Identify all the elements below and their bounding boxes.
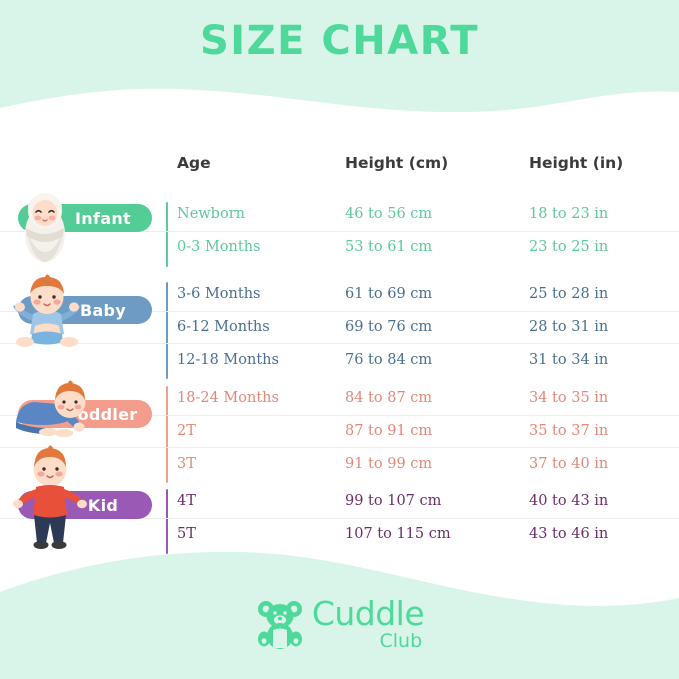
cell-age: 0-3 Months (177, 239, 261, 256)
table-row[interactable]: 2T 87 to 91 cm 35 to 37 in (0, 414, 679, 448)
cell-height-in: 40 to 43 in (529, 493, 609, 510)
table-row[interactable]: Newborn 46 to 56 cm 18 to 23 in (0, 198, 679, 231)
footer-wave-background (0, 551, 679, 679)
table-row[interactable]: 6-12 Months 69 to 76 cm 28 to 31 in (0, 310, 679, 344)
cell-height-cm: 84 to 87 cm (345, 390, 433, 407)
group-divider-infant (166, 202, 168, 267)
cell-height-in: 31 to 34 in (529, 351, 609, 368)
badge-label-kid: Kid (87, 495, 119, 515)
cell-height-cm: 91 to 99 cm (345, 455, 433, 472)
table-row[interactable]: 0-3 Months 53 to 61 cm 23 to 25 in (0, 230, 679, 264)
badge-label-toddler: Toddler (68, 404, 138, 424)
cell-height-cm: 99 to 107 cm (345, 493, 442, 510)
cell-age: 12-18 Months (177, 351, 279, 368)
badge-toddler[interactable]: Toddler (18, 400, 152, 428)
group-divider-baby (166, 282, 168, 379)
cell-height-in: 35 to 37 in (529, 423, 609, 440)
group-rows-baby: 3-6 Months 61 to 69 cm 25 to 28 in 6-12 … (0, 278, 679, 376)
cell-height-cm: 87 to 91 cm (345, 423, 433, 440)
cell-age: 2T (177, 423, 196, 440)
cell-height-cm: 76 to 84 cm (345, 351, 433, 368)
table-row[interactable]: 5T 107 to 115 cm 43 to 46 in (0, 517, 679, 551)
cell-age: 18-24 Months (177, 390, 279, 407)
header-wave-background (0, 0, 679, 113)
badge-label-infant: Infant (75, 208, 131, 228)
badge-label-baby: Baby (79, 300, 127, 320)
column-header-height-in: Height (in) (529, 154, 624, 172)
cell-height-cm: 61 to 69 cm (345, 286, 433, 303)
group-rows-kid: 4T 99 to 107 cm 40 to 43 in 5T 107 to 11… (0, 485, 679, 550)
teddy-bear-icon (257, 601, 302, 649)
brand-logo: Cuddle Club (0, 597, 679, 651)
table-row[interactable]: 3-6 Months 61 to 69 cm 25 to 28 in (0, 278, 679, 311)
table-column-headers: Age Height (cm) Height (in) (0, 154, 679, 184)
cell-age: 6-12 Months (177, 319, 270, 336)
table-row[interactable]: 18-24 Months 84 to 87 cm 34 to 35 in (0, 382, 679, 415)
cell-height-in: 18 to 23 in (529, 206, 609, 223)
group-divider-kid (166, 489, 168, 554)
badge-infant[interactable]: Infant (18, 204, 152, 232)
cell-age: 4T (177, 493, 196, 510)
badge-kid[interactable]: Kid (18, 491, 152, 519)
brand-name-sub: Club (379, 630, 423, 652)
brand-name-main: Cuddle (311, 594, 425, 633)
cell-height-cm: 46 to 56 cm (345, 206, 433, 223)
cell-height-cm: 107 to 115 cm (345, 526, 451, 543)
size-table: Age Height (cm) Height (in) Infant (0, 140, 679, 560)
table-row[interactable]: 3T 91 to 99 cm 37 to 40 in (0, 447, 679, 480)
table-row[interactable]: 4T 99 to 107 cm 40 to 43 in (0, 485, 679, 518)
cell-height-in: 34 to 35 in (529, 390, 609, 407)
cell-height-in: 28 to 31 in (529, 319, 609, 336)
cell-height-cm: 69 to 76 cm (345, 319, 433, 336)
cell-age: 5T (177, 526, 196, 543)
cell-age: Newborn (177, 206, 245, 223)
cell-age: 3-6 Months (177, 286, 261, 303)
cell-age: 3T (177, 455, 196, 472)
brand-wordmark: Cuddle Club (311, 594, 425, 652)
group-rows-infant: Newborn 46 to 56 cm 18 to 23 in 0-3 Mont… (0, 198, 679, 263)
cell-height-in: 43 to 46 in (529, 526, 609, 543)
badge-baby[interactable]: Baby (18, 296, 152, 324)
column-header-height-cm: Height (cm) (345, 154, 449, 172)
cell-height-in: 25 to 28 in (529, 286, 609, 303)
cell-height-in: 37 to 40 in (529, 455, 609, 472)
page-title: SIZE CHART (199, 18, 480, 64)
column-header-age: Age (177, 154, 211, 172)
group-divider-toddler (166, 386, 168, 483)
cell-height-cm: 53 to 61 cm (345, 239, 433, 256)
group-rows-toddler: 18-24 Months 84 to 87 cm 34 to 35 in 2T … (0, 382, 679, 480)
cell-height-in: 23 to 25 in (529, 239, 609, 256)
table-row[interactable]: 12-18 Months 76 to 84 cm 31 to 34 in (0, 343, 679, 376)
